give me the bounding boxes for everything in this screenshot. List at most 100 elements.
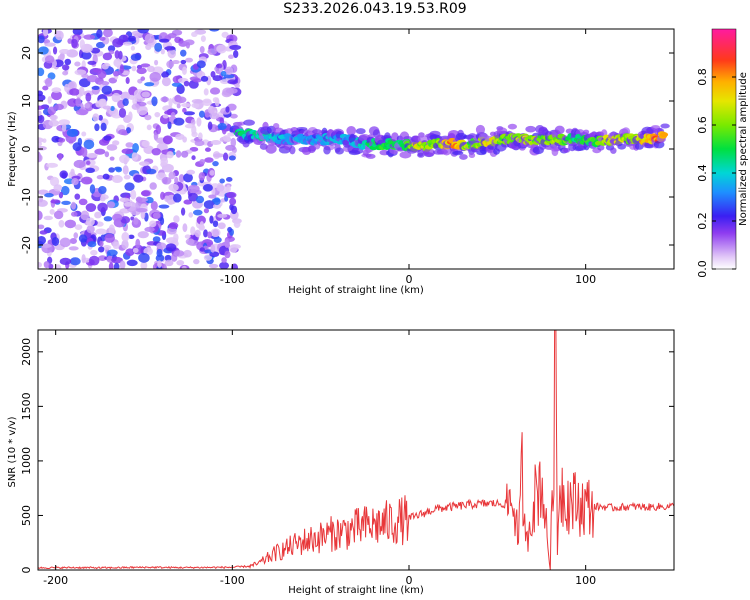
noise-cell [47, 106, 57, 115]
y-tick-label: 500 [20, 505, 33, 526]
noise-cell [160, 263, 167, 269]
y-tick-label: -10 [20, 188, 33, 206]
noise-cell [174, 176, 179, 184]
ridge-halo-cell [597, 144, 605, 151]
noise-cell [133, 174, 144, 183]
noise-cell [125, 77, 130, 85]
noise-cell [154, 42, 163, 52]
noise-cell [160, 217, 165, 225]
noise-cell [74, 69, 87, 76]
noise-cell [203, 183, 213, 192]
noise-cell [212, 220, 219, 228]
noise-cell [87, 60, 97, 65]
noise-cell [168, 97, 173, 108]
noise-cell [59, 170, 69, 179]
noise-cell [49, 176, 60, 187]
noise-cell [111, 213, 123, 222]
noise-cell [59, 257, 72, 266]
ridge-halo-cell [660, 123, 670, 129]
noise-cell [54, 264, 62, 269]
noise-cell [191, 98, 204, 104]
noise-cell [212, 229, 220, 237]
noise-cell [74, 224, 83, 231]
snr-x-axis-label: Height of straight line (km) [288, 585, 424, 596]
noise-cell [209, 87, 221, 95]
noise-cell [160, 191, 165, 200]
noise-cell [109, 156, 115, 161]
y-tick-label: 0 [20, 146, 33, 153]
noise-cell [48, 119, 60, 127]
noise-cell [175, 133, 185, 140]
noise-cell [140, 190, 151, 197]
noise-cell [192, 78, 202, 83]
noise-cell [130, 216, 135, 221]
x-tick-label: -200 [43, 574, 68, 587]
noise-cell [38, 35, 45, 44]
noise-cell [209, 215, 214, 224]
snr-y-axis-label: SNR (10 * v/v) [7, 416, 18, 487]
ridge-halo-cell [289, 146, 296, 155]
noise-cell [64, 219, 76, 229]
ridge-halo-cell [323, 146, 331, 155]
ridge-halo-cell [423, 148, 435, 157]
noise-cell [185, 41, 190, 49]
noise-cell [81, 176, 93, 185]
noise-cell [120, 208, 128, 214]
noise-cell [190, 119, 196, 126]
noise-cell [107, 45, 116, 52]
noise-cell [181, 102, 192, 108]
noise-cell [213, 153, 225, 158]
noise-cell [164, 259, 174, 267]
noise-cell [186, 169, 196, 175]
ridge-halo-cell [265, 144, 277, 154]
noise-cell [38, 261, 43, 268]
ridge-halo-cell [334, 147, 344, 155]
noise-cell [86, 74, 99, 83]
noise-cell [167, 33, 177, 39]
noise-cell [120, 216, 131, 224]
noise-cell [185, 57, 194, 63]
noise-cell [225, 144, 236, 151]
noise-cell [106, 144, 118, 151]
noise-cell [138, 252, 150, 263]
noise-cell [84, 102, 91, 109]
noise-cell [44, 193, 54, 198]
noise-cell [207, 48, 218, 56]
noise-cell [54, 103, 64, 111]
noise-cell [102, 105, 112, 110]
noise-cell [113, 58, 122, 68]
noise-cell [228, 54, 234, 60]
noise-cell [157, 260, 162, 268]
noise-cell [51, 237, 60, 246]
noise-cell [130, 45, 136, 51]
noise-cell [87, 241, 97, 248]
noise-cell [149, 71, 162, 82]
noise-cell [38, 94, 46, 102]
noise-cell [187, 184, 200, 194]
noise-cell [44, 77, 53, 88]
noise-cell [81, 147, 88, 158]
noise-cell [213, 197, 221, 206]
noise-cell [194, 140, 205, 147]
ridge-halo-cell [272, 122, 280, 130]
noise-cell [182, 107, 187, 113]
noise-cell [118, 154, 130, 164]
noise-cell [52, 46, 58, 55]
noise-cell [154, 59, 159, 66]
noise-cell [146, 124, 152, 131]
noise-cell [64, 83, 70, 93]
noise-cell [227, 132, 236, 137]
noise-cell [49, 208, 55, 215]
noise-cell [68, 246, 79, 251]
noise-cell [231, 263, 238, 269]
noise-cell [200, 35, 206, 43]
colorbar-tick-label: 0.6 [696, 116, 709, 134]
x-tick-label: 0 [406, 574, 413, 587]
noise-cell [224, 250, 231, 259]
noise-cell [104, 233, 115, 243]
noise-cell [225, 66, 234, 75]
ridge-halo-cell [346, 125, 357, 136]
noise-cell [89, 184, 96, 194]
noise-cell [140, 76, 146, 81]
